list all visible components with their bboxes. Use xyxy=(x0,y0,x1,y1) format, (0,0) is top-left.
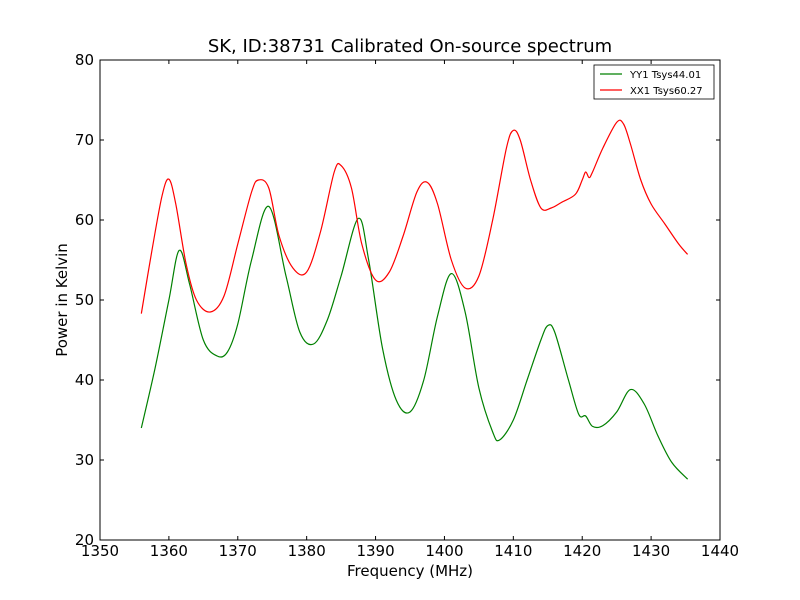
legend-label-1: YY1 Tsys44.01 xyxy=(629,70,701,81)
y-tick-label: 30 xyxy=(75,451,94,469)
x-tick-label: 1360 xyxy=(150,542,188,560)
x-tick-label: 1440 xyxy=(701,542,739,560)
y-axis-label: Power in Kelvin xyxy=(53,243,71,357)
y-tick-label: 60 xyxy=(75,211,94,229)
y-tick-label: 70 xyxy=(75,131,94,149)
x-tick-label: 1410 xyxy=(494,542,532,560)
series-line-1 xyxy=(140,205,689,480)
y-axis: 20 30 40 50 60 70 80 xyxy=(75,51,720,549)
series-line-2 xyxy=(140,119,689,314)
y-tick-label: 20 xyxy=(75,531,94,549)
y-tick-label: 50 xyxy=(75,291,94,309)
y-tick-label: 80 xyxy=(75,51,94,69)
x-tick-label: 1380 xyxy=(288,542,326,560)
legend-box xyxy=(593,64,715,100)
x-tick-label: 1430 xyxy=(632,542,670,560)
x-axis-label: Frequency (MHz) xyxy=(347,562,473,580)
series-layer xyxy=(140,119,689,480)
x-tick-label: 1370 xyxy=(219,542,257,560)
legend-label-2: XX1 Tsys60.27 xyxy=(630,86,703,97)
x-tick-label: 1390 xyxy=(356,542,394,560)
x-tick-label: 1350 xyxy=(81,542,119,560)
x-axis: 1350 1360 1370 1380 1390 1400 1410 1420 1430 1440 xyxy=(81,60,739,560)
chart-title: SK, ID:38731 Calibrated On-source spectr… xyxy=(208,36,612,57)
x-tick-label: 1420 xyxy=(563,542,601,560)
y-tick-label: 40 xyxy=(75,371,94,389)
legend: YY1 Tsys44.01 XX1 Tsys60.27 xyxy=(593,64,715,100)
x-tick-label: 1400 xyxy=(425,542,463,560)
